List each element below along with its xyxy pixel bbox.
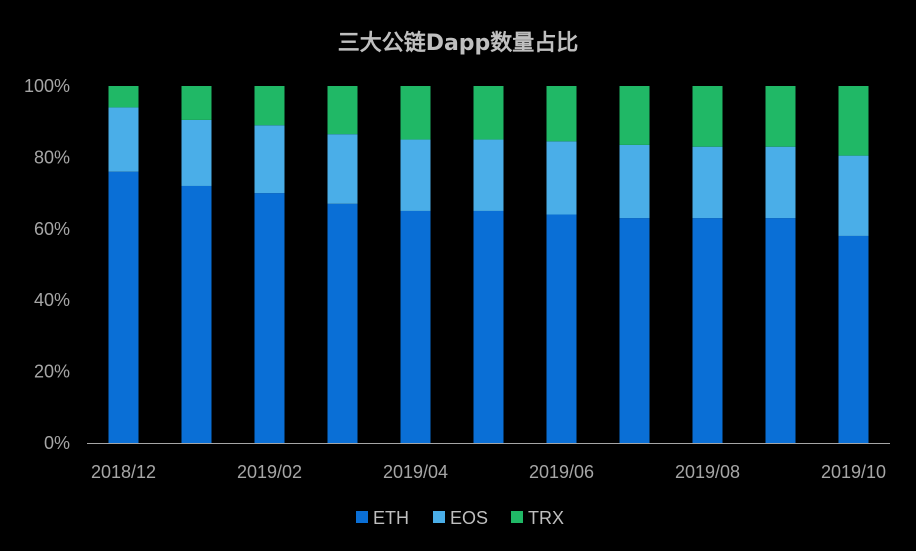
legend-label-eth: ETH	[373, 508, 409, 528]
chart-title: 三大公链Dapp数量占比	[338, 30, 579, 56]
bar-eos-2019/01	[181, 119, 212, 186]
y-tick-label: 60%	[34, 219, 70, 239]
y-tick-label: 20%	[34, 362, 70, 382]
y-tick-label: 0%	[44, 433, 70, 453]
y-tick-label: 100%	[24, 76, 70, 96]
bar-eth-2019/04	[400, 210, 431, 443]
bar-eth-2019/09	[765, 218, 796, 443]
bar-eos-2019/09	[765, 146, 796, 219]
bar-eos-2019/07	[619, 144, 650, 219]
bar-eos-2019/04	[400, 139, 431, 211]
legend-swatch-eos	[433, 511, 445, 523]
bar-trx-2019/08	[692, 86, 723, 147]
bar-eth-2019/07	[619, 218, 650, 443]
y-axis-ticks: 0% 20% 40% 60% 80% 100%	[24, 76, 70, 453]
x-tick-label: 2019/10	[821, 462, 886, 482]
bar-trx-2019/06	[546, 86, 577, 142]
bar-trx-2019/03	[327, 86, 358, 135]
bar-eth-2019/06	[546, 214, 577, 443]
bar-trx-2019/09	[765, 86, 796, 147]
bar-eth-2019/08	[692, 218, 723, 443]
legend-swatch-eth	[356, 511, 368, 523]
bar-eos-2019/05	[473, 139, 504, 211]
bar-eth-2018/12	[108, 171, 139, 443]
bar-trx-2019/05	[473, 86, 504, 140]
bar-trx-2019/10	[838, 86, 869, 156]
bar-eth-2019/01	[181, 185, 212, 443]
y-tick-label: 80%	[34, 147, 70, 167]
x-tick-label: 2019/04	[383, 462, 448, 482]
x-tick-label: 2019/08	[675, 462, 740, 482]
bar-trx-2019/02	[254, 86, 285, 126]
bar-eth-2019/05	[473, 210, 504, 443]
bar-eos-2019/03	[327, 134, 358, 204]
bar-eth-2019/02	[254, 193, 285, 443]
bars	[108, 86, 869, 443]
x-tick-label: 2019/06	[529, 462, 594, 482]
bar-trx-2019/01	[181, 86, 212, 120]
x-axis-ticks: 2018/12 2019/02 2019/04 2019/06 2019/08 2019/…	[91, 462, 886, 482]
bar-eth-2019/10	[838, 235, 869, 443]
x-tick-label: 2019/02	[237, 462, 302, 482]
bar-trx-2019/04	[400, 86, 431, 140]
legend-label-trx: TRX	[528, 508, 564, 528]
legend-label-eos: EOS	[450, 508, 488, 528]
x-tick-label: 2018/12	[91, 462, 156, 482]
bar-eos-2019/06	[546, 141, 577, 215]
bar-eos-2019/02	[254, 125, 285, 194]
legend: ETH EOS TRX	[356, 508, 564, 528]
bar-eos-2019/08	[692, 146, 723, 219]
legend-swatch-trx	[511, 511, 523, 523]
bar-trx-2018/12	[108, 86, 139, 108]
bar-eos-2019/10	[838, 155, 869, 236]
bar-eos-2018/12	[108, 107, 139, 172]
y-tick-label: 40%	[34, 290, 70, 310]
bar-trx-2019/07	[619, 86, 650, 145]
bar-eth-2019/03	[327, 203, 358, 443]
